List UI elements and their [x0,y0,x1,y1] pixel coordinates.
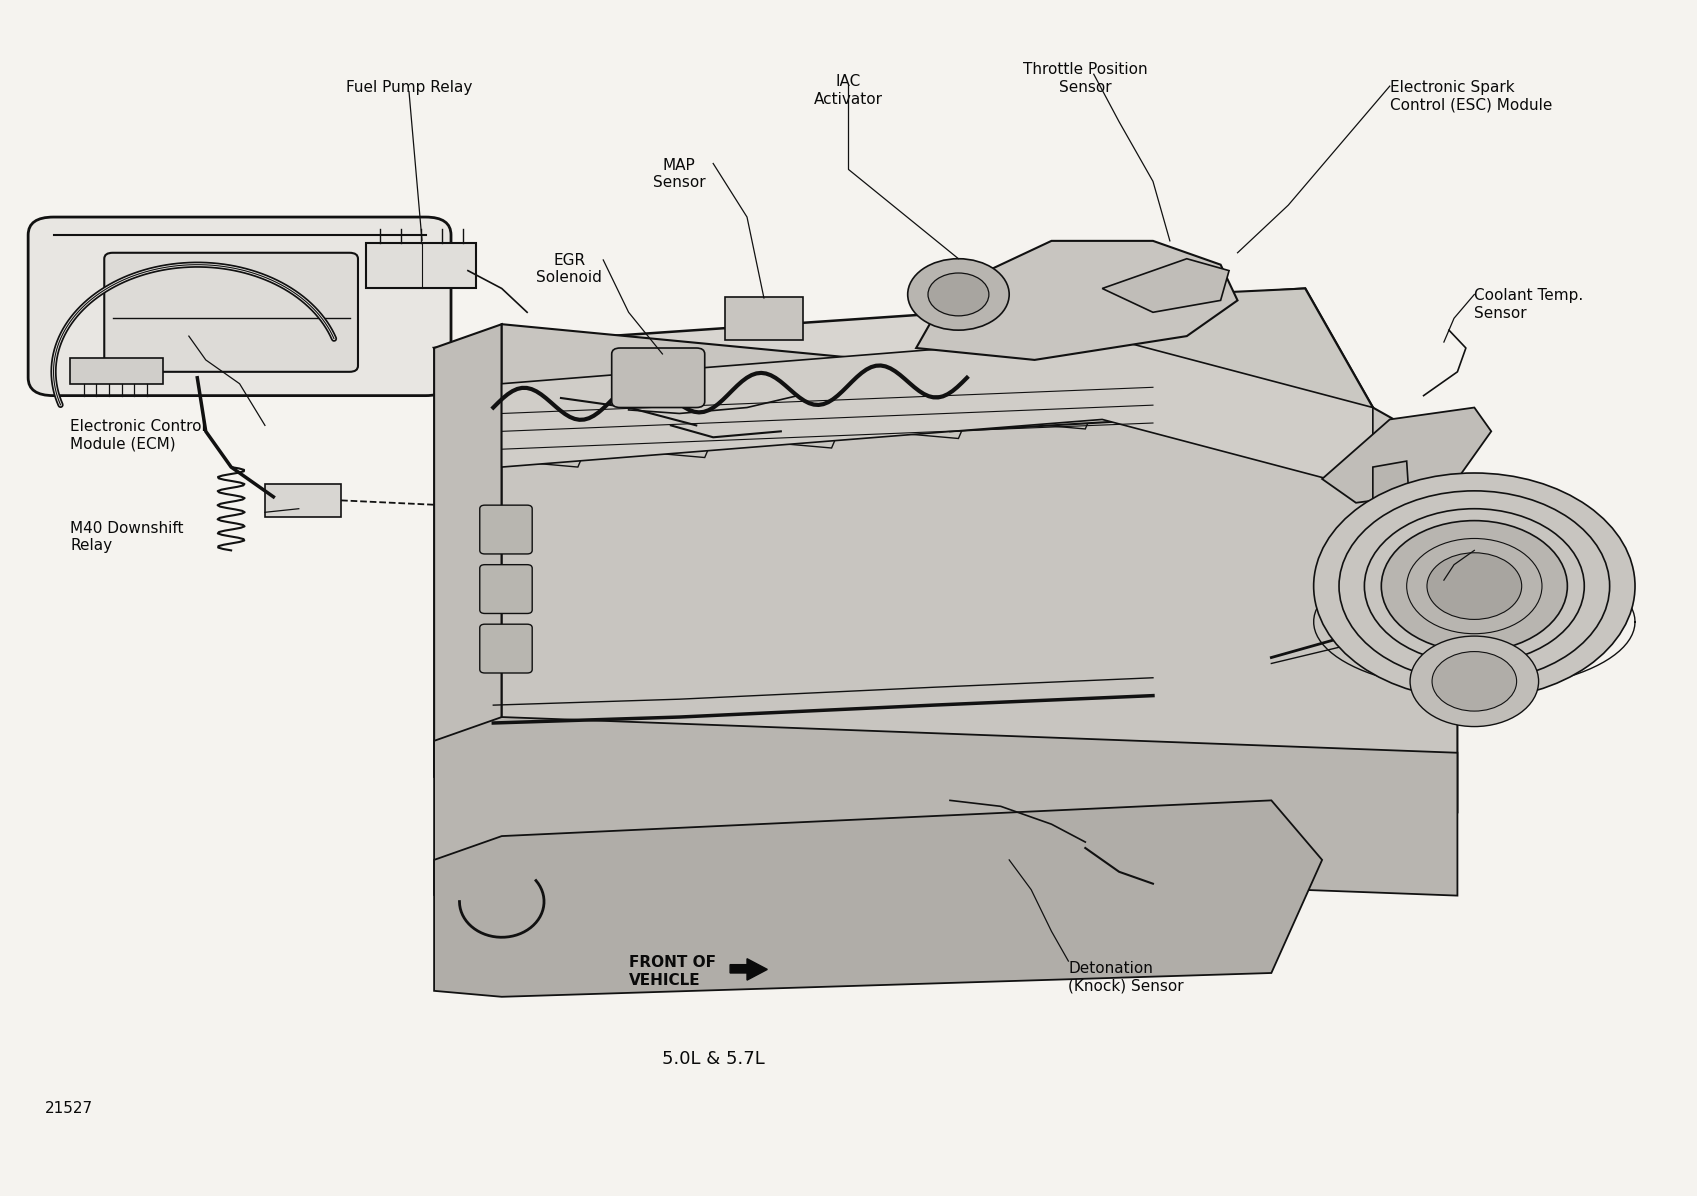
Polygon shape [1322,408,1492,502]
FancyBboxPatch shape [29,216,451,396]
Text: IAC
Activator: IAC Activator [815,74,882,106]
Circle shape [1339,490,1610,682]
Text: 5.0L & 5.7L: 5.0L & 5.7L [662,1050,765,1068]
Text: M40 Downshift
Relay: M40 Downshift Relay [71,520,183,553]
Circle shape [1427,553,1522,620]
Text: 21527: 21527 [46,1100,93,1116]
Polygon shape [502,324,1458,812]
Polygon shape [434,718,1458,896]
Circle shape [1381,520,1568,652]
Circle shape [1364,508,1585,664]
FancyBboxPatch shape [265,483,341,517]
Text: Electronic Spark
Control (ESC) Module: Electronic Spark Control (ESC) Module [1390,80,1553,112]
FancyBboxPatch shape [480,624,533,673]
Polygon shape [636,398,730,458]
Text: Throttle Position
Sensor: Throttle Position Sensor [1023,62,1147,94]
FancyBboxPatch shape [611,348,704,408]
Polygon shape [1103,258,1229,312]
Polygon shape [1373,462,1415,598]
Text: Detonation
(Knock) Sensor: Detonation (Knock) Sensor [1069,962,1185,994]
Circle shape [1410,636,1539,726]
Text: MAP
Sensor: MAP Sensor [653,158,706,190]
Polygon shape [916,240,1237,360]
Polygon shape [434,288,1373,468]
Circle shape [1432,652,1517,712]
Circle shape [908,258,1010,330]
Polygon shape [1018,370,1110,429]
FancyBboxPatch shape [104,252,358,372]
Polygon shape [916,288,1373,432]
Text: Coolant Temp.
Sensor: Coolant Temp. Sensor [1475,288,1583,321]
FancyBboxPatch shape [480,505,533,554]
Polygon shape [1144,360,1237,420]
Polygon shape [434,324,502,776]
FancyBboxPatch shape [71,358,163,384]
Polygon shape [730,959,767,981]
FancyBboxPatch shape [480,565,533,614]
Circle shape [1407,538,1543,634]
Text: Fuel Pump Relay: Fuel Pump Relay [346,80,472,96]
Polygon shape [502,336,1373,490]
Polygon shape [891,379,984,439]
Circle shape [1313,472,1634,700]
Circle shape [928,273,989,316]
Text: AIR Injection
Control Valve: AIR Injection Control Valve [1475,544,1577,576]
FancyBboxPatch shape [367,243,477,288]
Text: EGR
Solenoid: EGR Solenoid [536,252,602,285]
Polygon shape [434,800,1322,996]
Text: Electronic Control
Module (ECM): Electronic Control Module (ECM) [71,420,207,452]
Polygon shape [511,408,602,468]
FancyBboxPatch shape [725,297,803,340]
Polygon shape [764,389,857,448]
Text: FRONT OF
VEHICLE: FRONT OF VEHICLE [628,956,716,988]
